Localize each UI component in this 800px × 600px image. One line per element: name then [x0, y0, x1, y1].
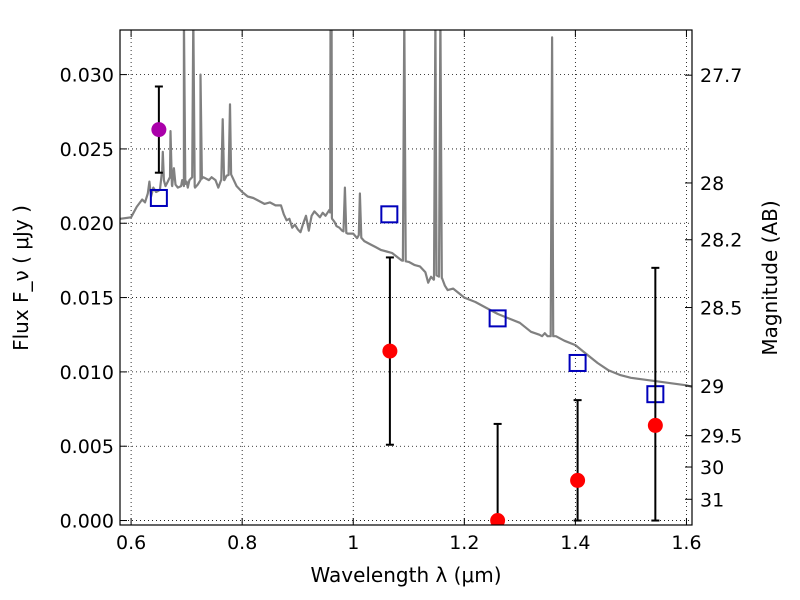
data-markers: [149, 85, 665, 525]
axis-ticks: 0.6 0.8 1 1.2 1.4 1.6 0.000 0.005 0.010 0.015 0.02…: [60, 30, 742, 554]
x-tick-label: 1.6: [671, 532, 701, 554]
x-axis-title: Wavelength λ (μm): [310, 563, 501, 587]
circle-marker: [490, 513, 506, 525]
y-axis-title: Flux F_ν ( μJy ): [9, 205, 33, 351]
square-marker: [380, 205, 399, 224]
right-tick-label: 29.5: [700, 426, 742, 448]
y-tick-label: 0.025: [60, 139, 114, 161]
circle-marker: [151, 122, 167, 138]
grid: [120, 30, 692, 525]
y-tick-label: 0.020: [60, 213, 114, 235]
y-tick-label: 0.030: [60, 65, 114, 87]
right-tick-label: 28.5: [700, 298, 742, 320]
y-tick-label: 0.010: [60, 362, 114, 384]
y-tick-label: 0.015: [60, 288, 114, 310]
right-tick-label: 28.2: [700, 230, 742, 252]
x-tick-label: 1.4: [560, 532, 590, 554]
x-tick-label: 1.2: [449, 532, 479, 554]
x-tick-label: 0.6: [116, 532, 146, 554]
y-tick-label: 0.000: [60, 511, 114, 533]
x-tick-label: 0.8: [227, 532, 257, 554]
model-spectrum: [120, 30, 692, 388]
square-marker: [488, 309, 507, 328]
right-tick-label: 31: [700, 489, 724, 511]
right-tick-label: 29: [700, 376, 724, 398]
model-spectrum-line: [120, 30, 692, 388]
circle-marker: [647, 417, 663, 433]
right-tick-label: 27.7: [700, 65, 742, 87]
plot-frame: [119, 29, 693, 526]
right-tick-label: 30: [700, 457, 724, 479]
square-marker: [149, 188, 168, 207]
circle-marker: [382, 343, 398, 359]
y-tick-label: 0.005: [60, 436, 114, 458]
circle-marker: [570, 472, 586, 488]
right-axis-title: Magnitude (AB): [758, 200, 782, 355]
right-tick-label: 28: [700, 173, 724, 195]
x-tick-label: 1: [347, 532, 359, 554]
square-marker: [568, 353, 587, 372]
